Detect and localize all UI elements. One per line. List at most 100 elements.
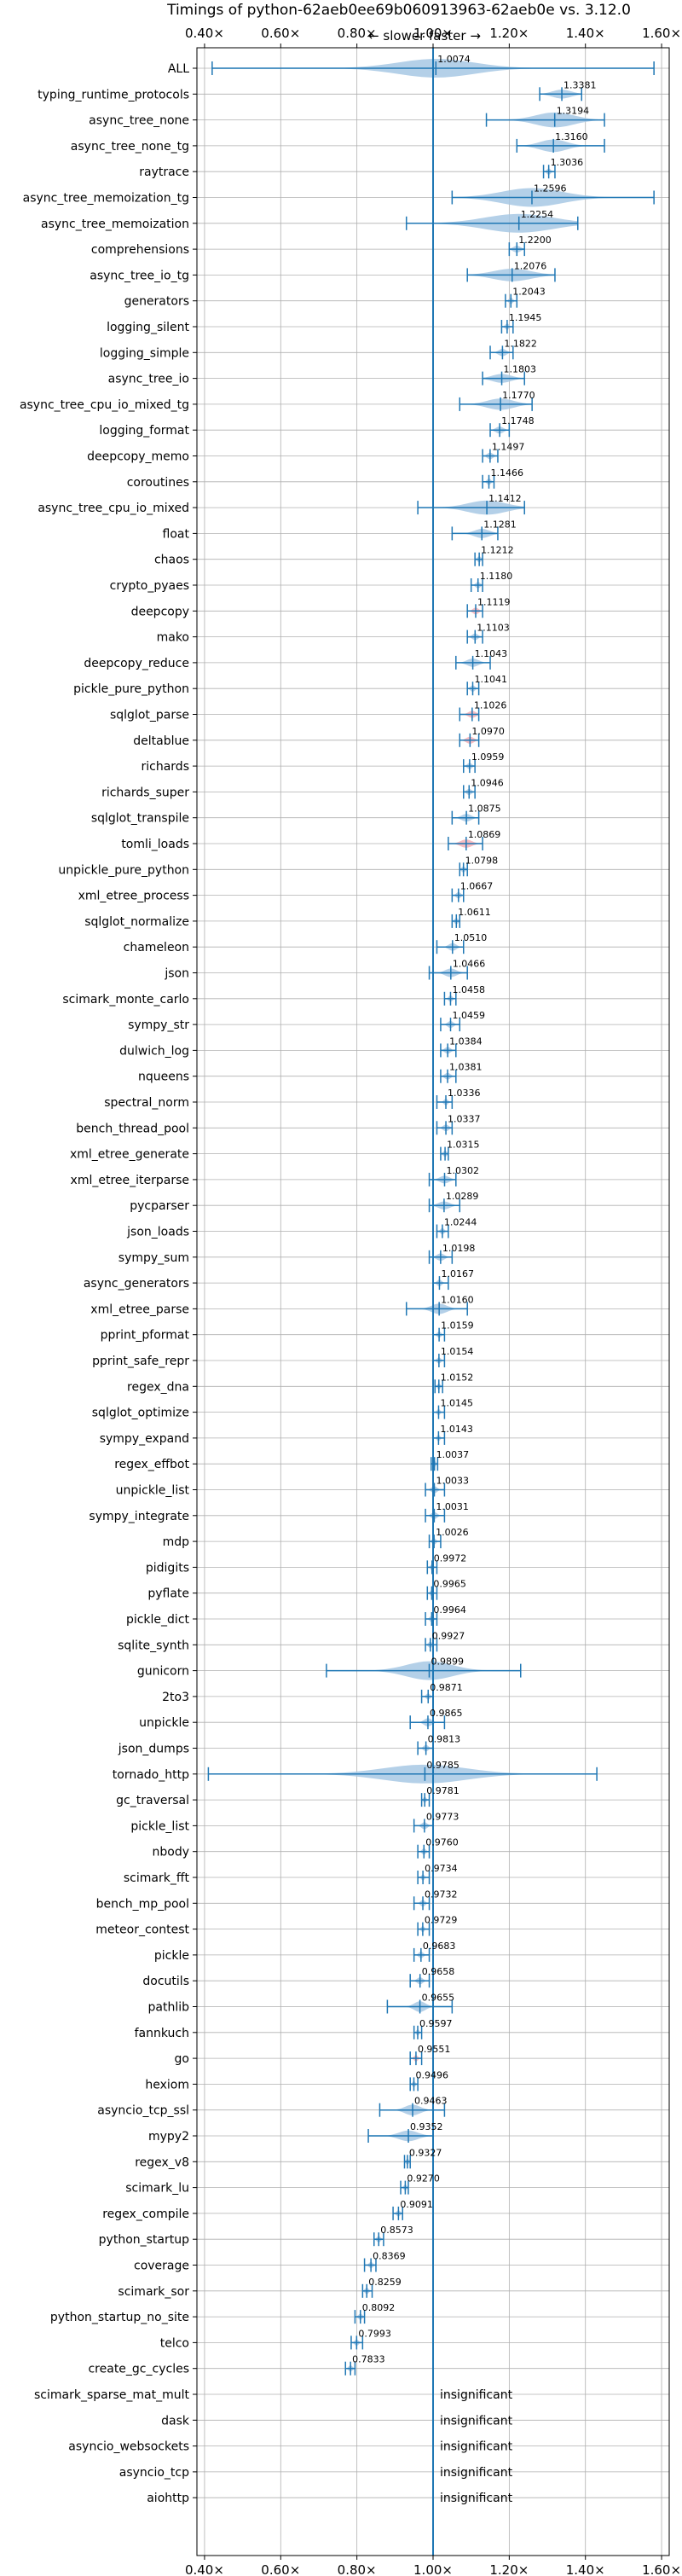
row-label: sympy_sum — [118, 1251, 189, 1265]
row-label: unpickle_pure_python — [58, 863, 189, 877]
value-label: 0.8092 — [362, 2302, 396, 2313]
value-label: 1.0167 — [441, 1268, 474, 1279]
row-label: coroutines — [127, 476, 189, 490]
row-label: sympy_str — [128, 1018, 189, 1032]
value-label: 1.0302 — [446, 1165, 479, 1176]
value-label: 0.9871 — [430, 1682, 462, 1693]
row-label: richards_super — [101, 786, 189, 799]
row-label: sqlglot_transpile — [91, 812, 189, 826]
row-label: telco — [160, 2336, 189, 2350]
row-label: xml_etree_iterparse — [71, 1174, 189, 1187]
value-label: 1.1770 — [502, 390, 535, 401]
row-label: pidigits — [146, 1561, 189, 1575]
value-label: 1.1180 — [480, 571, 513, 582]
row-label: coverage — [134, 2260, 189, 2273]
chart-title: Timings of python-62aeb0ee69b060913963-6… — [166, 2, 631, 19]
bottom-axis: 0.40× 0.60× 0.80× 1.00× 1.20× 1.40× 1.60× — [185, 2556, 681, 2576]
value-label: 0.9655 — [422, 1993, 455, 2004]
row-label: sqlglot_optimize — [92, 1407, 189, 1420]
row-label: mypy2 — [148, 2130, 189, 2144]
insignificant-label: insignificant — [440, 2466, 513, 2480]
value-label: 1.1945 — [509, 312, 542, 323]
value-label: 1.1412 — [488, 493, 522, 504]
row-label: async_tree_memoization — [41, 218, 189, 231]
row-label: pickle_pure_python — [73, 682, 189, 696]
whiskers — [207, 61, 655, 2376]
value-label: 1.0289 — [446, 1191, 479, 1202]
value-label: 0.9597 — [419, 2018, 453, 2029]
row-label: asyncio_tcp — [119, 2466, 189, 2480]
row-label: xml_etree_process — [78, 890, 189, 903]
value-label: 1.3194 — [557, 106, 590, 117]
row-label: async_tree_io_tg — [90, 269, 189, 282]
row-label: pickle — [154, 1949, 189, 1963]
row-label: regex_compile — [102, 2208, 189, 2221]
top-tick-label: 1.40× — [566, 26, 605, 41]
value-label: 1.1119 — [477, 596, 511, 607]
bottom-tick-label: 0.40× — [185, 2562, 224, 2576]
value-label: 1.1497 — [492, 442, 525, 453]
row-label: deltablue — [133, 734, 189, 748]
value-label: 1.0381 — [449, 1062, 483, 1073]
value-label: 1.0152 — [441, 1372, 474, 1383]
value-label: 0.9773 — [426, 1811, 459, 1822]
row-label: scimark_lu — [125, 2182, 189, 2196]
value-label: 1.1041 — [475, 674, 508, 685]
row-label: generators — [124, 295, 189, 309]
row-label: json_loads — [126, 1226, 189, 1239]
value-label: 0.9683 — [423, 1941, 456, 1952]
value-label: 0.9496 — [415, 2069, 448, 2080]
value-label: 0.7993 — [358, 2328, 391, 2339]
value-label: 1.0037 — [436, 1449, 470, 1460]
value-label: 0.9927 — [432, 1630, 465, 1641]
value-label: 0.9785 — [426, 1760, 459, 1771]
value-label: 0.9327 — [409, 2147, 442, 2158]
value-label: 1.3036 — [551, 157, 584, 168]
row-labels: ALL typing_runtime_protocols async_tree_no… — [20, 62, 197, 2505]
value-label: 1.0026 — [436, 1527, 469, 1538]
row-label: pickle_dict — [126, 1613, 190, 1627]
row-label: unpickle — [139, 1716, 189, 1730]
value-label: 1.2254 — [521, 209, 554, 220]
value-label: 1.2596 — [534, 183, 567, 194]
row-label: sympy_integrate — [89, 1510, 189, 1523]
row-label: asyncio_tcp_ssl — [97, 2104, 189, 2118]
value-label: 1.0337 — [448, 1113, 481, 1124]
value-label: 1.0315 — [447, 1140, 480, 1151]
value-label: 1.0145 — [440, 1398, 473, 1409]
value-label: 0.9781 — [426, 1785, 459, 1796]
value-label: 1.0667 — [460, 881, 494, 892]
row-label: tomli_loads — [121, 838, 189, 851]
row-label: raytrace — [139, 165, 189, 179]
value-label: 1.1212 — [481, 545, 514, 556]
value-label: 0.9729 — [425, 1915, 458, 1926]
row-label: python_startup_no_site — [50, 2311, 189, 2324]
row-label: nbody — [153, 1846, 190, 1859]
value-label: 1.1281 — [483, 519, 517, 530]
value-label: 1.0154 — [441, 1346, 474, 1357]
row-label: logging_simple — [100, 346, 189, 360]
chart-subtitle: ← slower faster → — [368, 28, 481, 44]
row-label: python_startup — [99, 2233, 189, 2247]
row-label: sqlglot_parse — [110, 709, 189, 722]
top-tick-label: 0.80× — [338, 26, 377, 41]
top-tick-label: 1.60× — [642, 26, 681, 41]
value-label: 1.0970 — [471, 726, 505, 737]
row-label: nqueens — [138, 1070, 189, 1084]
row-label: scimark_sor — [118, 2285, 189, 2299]
value-label: 1.0031 — [436, 1501, 469, 1512]
row-label: sqlglot_normalize — [84, 915, 189, 929]
row-label: chaos — [154, 554, 189, 567]
value-label: 0.9091 — [400, 2199, 433, 2210]
bottom-tick-label: 1.40× — [566, 2562, 605, 2576]
value-label: 1.0159 — [441, 1320, 474, 1332]
value-label: 0.7833 — [352, 2354, 385, 2365]
value-label: 1.0033 — [436, 1476, 469, 1487]
top-axis: 0.40× 0.60× 0.80× 1.00× 1.20× 1.40× 1.60× — [185, 26, 681, 48]
row-label: xml_etree_generate — [70, 1148, 189, 1162]
row-label: richards — [142, 760, 190, 774]
top-tick-label: 1.00× — [413, 26, 453, 41]
row-label: bench_thread_pool — [76, 1122, 189, 1135]
row-label: sympy_expand — [100, 1432, 189, 1446]
